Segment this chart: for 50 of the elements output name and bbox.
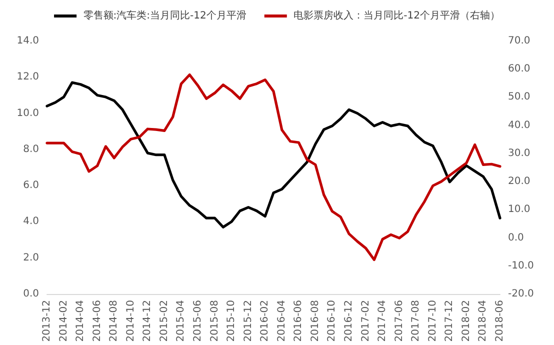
x-tick-label: 2014-06 [92, 300, 103, 342]
line-series [46, 73, 502, 262]
x-tick-label: 2015-10 [226, 300, 238, 342]
x-tick-label: 2017-02 [360, 300, 372, 342]
y-tick-label: 12.0 [16, 72, 39, 83]
x-tick-label: 2014-02 [58, 300, 70, 342]
y-tick-label: 2.0 [23, 252, 39, 264]
x-tick-label: 2015-02 [158, 300, 170, 342]
x-tick-label: 2013-12 [42, 300, 52, 342]
y2-tick-label: 0.0 [508, 232, 524, 244]
x-tick-label: 2016-02 [260, 300, 271, 342]
x-tick-label: 2017-08 [410, 300, 422, 342]
y2-tick-label: 40.0 [508, 120, 530, 131]
x-tick-label: 2014-08 [108, 300, 120, 342]
y2-tick-label: 70.0 [508, 36, 530, 46]
y2-tick-label: 20.0 [508, 176, 530, 188]
y2-tick-label: 60.0 [508, 64, 530, 75]
y-tick-label: 8.0 [23, 144, 39, 155]
x-tick-label: 2018-06 [494, 300, 506, 342]
x-tick-label: 2016-12 [344, 300, 354, 342]
x-tick-label: 2017-06 [394, 300, 405, 342]
x-tick-label: 2015-08 [209, 300, 220, 342]
y-tick-label: 14.0 [16, 36, 39, 46]
x-tick-label: 2018-04 [478, 300, 489, 342]
x-tick-label: 2017-12 [444, 300, 456, 342]
y-tick-label: 10.0 [16, 108, 39, 119]
x-tick-label: 2015-06 [192, 300, 204, 342]
legend-label: 电影票房收入：当月同比-12个月平滑（右轴） [294, 10, 500, 22]
y-tick-label: 0.0 [23, 288, 39, 300]
x-tick-label: 2016-08 [310, 300, 321, 342]
y2-tick-label: 10.0 [508, 204, 530, 216]
y2-tick-label: 50.0 [508, 92, 530, 103]
y2-tick-label: 30.0 [508, 148, 530, 159]
x-tick-label: 2014-12 [142, 300, 154, 342]
x-tick-label: 2017-10 [427, 300, 438, 342]
y-tick-label: 4.0 [23, 216, 39, 228]
x-tick-label: 2014-04 [75, 300, 86, 342]
x-tick-label: 2015-04 [176, 300, 187, 342]
line-series [46, 81, 502, 228]
x-tick-label: 2016-06 [293, 300, 304, 342]
y-tick-label: 6.0 [23, 180, 39, 192]
x-tick-label: 2015-12 [242, 300, 254, 342]
legend-label: 零售额:汽车类:当月同比-12个月平滑 [83, 10, 246, 22]
y2-tick-label: -10.0 [508, 260, 534, 272]
y2-tick-label: -20.0 [508, 288, 534, 300]
x-tick-label: 2017-04 [377, 300, 388, 342]
x-tick-label: 2018-02 [460, 300, 472, 342]
x-tick-label: 2016-10 [326, 300, 338, 342]
x-tick-label: 2016-04 [276, 300, 288, 342]
x-tick-label: 2014-10 [125, 300, 136, 342]
